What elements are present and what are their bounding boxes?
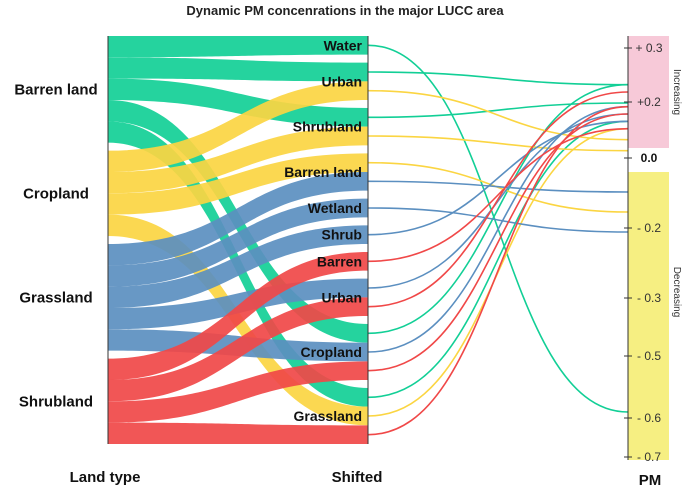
target-label-9: Grassland xyxy=(294,408,362,424)
pm-tick-label-5: - 0.5 xyxy=(637,349,661,363)
source-labels: Barren land Cropland Grassland Shrubland xyxy=(14,81,97,410)
source-label-3: Shrubland xyxy=(19,393,93,410)
pm-decreasing-band xyxy=(628,172,669,460)
source-label-0: Barren land xyxy=(14,81,97,98)
target-label-7: Urban xyxy=(322,289,362,305)
pm-line-17 xyxy=(367,105,629,436)
source-label-2: Grassland xyxy=(19,289,92,306)
ribbon-16 xyxy=(108,361,368,423)
right-column-label: PM xyxy=(639,472,662,489)
pm-line-9 xyxy=(367,180,629,193)
ribbon-12 xyxy=(108,278,368,330)
target-label-1: Urban xyxy=(322,73,362,89)
middle-column-label: Shifted xyxy=(332,469,383,486)
ribbon-5 xyxy=(108,81,368,172)
ribbon-1 xyxy=(108,57,368,82)
pm-tick-label-4: - 0.3 xyxy=(637,291,661,305)
target-label-4: Wetland xyxy=(308,200,362,216)
ribbon-10 xyxy=(108,198,368,287)
chart-title: Dynamic PM concenrations in the major LU… xyxy=(186,3,504,18)
target-label-5: Shrub xyxy=(322,227,362,243)
target-label-2: Shrubland xyxy=(293,119,362,135)
pm-line-1 xyxy=(367,71,629,86)
ribbon-11 xyxy=(108,225,368,308)
pm-tick-label-6: - 0.6 xyxy=(637,411,661,425)
ribbon-6 xyxy=(108,126,368,194)
pm-ticks: + 0.3 +0.2 0.0 - 0.2 - 0.3 - 0.5 - 0.6 - 0.7 xyxy=(624,41,663,464)
pm-line-13 xyxy=(367,105,629,353)
pm-line-12 xyxy=(367,113,629,289)
pm-line-15 xyxy=(367,91,629,308)
target-label-6: Barren xyxy=(317,253,362,269)
pm-line-6 xyxy=(367,135,629,152)
pm-lines xyxy=(367,44,629,436)
ribbon-17 xyxy=(108,422,368,444)
pm-tick-label-3: - 0.2 xyxy=(637,221,661,235)
target-label-3: Barren land xyxy=(284,164,362,180)
pm-tick-label-1: +0.2 xyxy=(637,95,661,109)
sankey-ribbons xyxy=(108,36,368,444)
pm-tick-label-7: - 0.7 xyxy=(637,450,661,464)
pm-increasing-band xyxy=(628,36,669,148)
pm-increasing-label: Increasing xyxy=(671,69,682,115)
target-label-8: Cropland xyxy=(301,344,362,360)
ribbon-14 xyxy=(108,252,368,380)
ribbon-7 xyxy=(108,153,368,215)
target-label-0: Water xyxy=(324,37,363,53)
pm-tick-label-2: 0.0 xyxy=(641,151,658,165)
pm-line-3 xyxy=(367,83,629,335)
ribbon-0 xyxy=(108,36,368,58)
pm-line-5 xyxy=(367,89,629,141)
ribbon-2 xyxy=(108,78,368,127)
pm-line-16 xyxy=(367,113,629,372)
pm-line-10 xyxy=(367,207,629,233)
ribbon-15 xyxy=(108,297,368,402)
pm-line-14 xyxy=(367,127,629,263)
pm-line-4 xyxy=(367,120,629,399)
target-labels: Water Urban Shrubland Barren land Wetland Shr… xyxy=(284,37,362,424)
ribbon-9 xyxy=(108,172,368,266)
pm-decreasing-label: Decreasing xyxy=(671,267,682,318)
pm-tick-label-0: + 0.3 xyxy=(635,41,662,55)
pm-line-2 xyxy=(367,102,629,119)
left-column-label: Land type xyxy=(70,469,141,486)
source-label-1: Cropland xyxy=(23,185,89,202)
